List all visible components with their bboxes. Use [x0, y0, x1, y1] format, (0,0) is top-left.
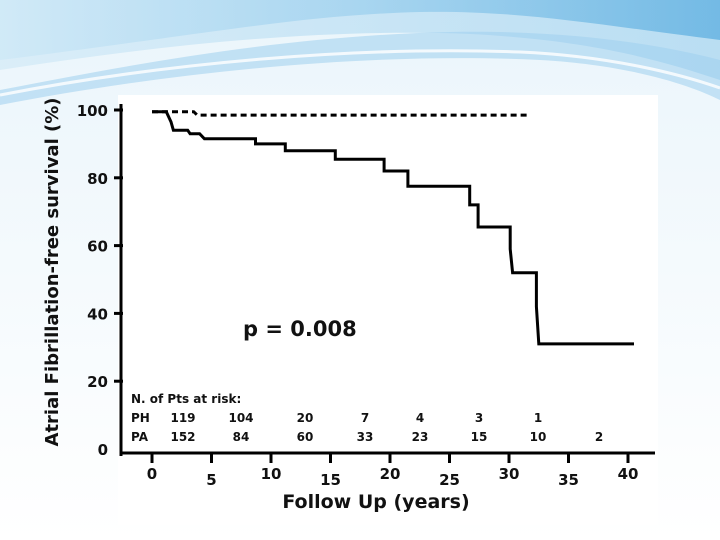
risk-table-cell: 104 [228, 411, 253, 425]
series-line-pa [152, 110, 634, 346]
x-tick-label: 20 [380, 465, 401, 483]
wave-highlight [0, 49, 720, 97]
risk-table-cell: 10 [530, 430, 547, 444]
risk-table-header: N. of Pts at risk: [131, 392, 241, 406]
x-tick-label: 30 [499, 465, 520, 483]
y-tick-label: 60 [87, 238, 108, 256]
risk-table-cell: 1 [534, 411, 542, 425]
risk-row-label: PH [131, 411, 150, 425]
risk-table-cell: 15 [471, 430, 488, 444]
risk-table-cell: 33 [357, 430, 374, 444]
risk-table-cell: 84 [233, 430, 250, 444]
risk-table-cell: 60 [297, 430, 314, 444]
x-axis-label: Follow Up (years) [282, 491, 469, 513]
risk-table-cell: 7 [361, 411, 369, 425]
risk-row-label: PA [131, 430, 149, 444]
x-tick-label: 15 [320, 471, 341, 489]
y-tick-label: 80 [87, 170, 108, 188]
x-tick-label: 10 [261, 465, 282, 483]
risk-table-cell: 119 [170, 411, 195, 425]
risk-table-cell: 20 [297, 411, 314, 425]
x-tick-label: 25 [439, 471, 460, 489]
p-value-annotation: p = 0.008 [243, 317, 357, 341]
x-tick-label: 5 [206, 471, 216, 489]
y-tick-label: 100 [77, 102, 108, 120]
risk-table-cell: 2 [595, 430, 603, 444]
series-line-ph [152, 110, 527, 117]
y-tick-label: 40 [87, 305, 108, 323]
x-tick-label: 0 [147, 465, 157, 483]
risk-table-cell: 152 [170, 430, 195, 444]
y-axis-label: Atrial Fibrillation-free survival (%) [42, 98, 63, 447]
risk-table-cell: 23 [412, 430, 429, 444]
risk-table-cell: 3 [475, 411, 483, 425]
chart-text: Atrial Fibrillation-free survival (%) Fo… [42, 98, 638, 513]
tick-marks [114, 108, 630, 463]
x-tick-label: 40 [618, 465, 639, 483]
risk-table-cell: 4 [416, 411, 424, 425]
wave-lower [0, 31, 720, 105]
y-tick-label: 20 [87, 373, 108, 391]
x-tick-label: 35 [558, 471, 579, 489]
series-group [152, 110, 634, 346]
y-tick-label: 0 [98, 441, 108, 459]
wave-middle [0, 0, 720, 80]
